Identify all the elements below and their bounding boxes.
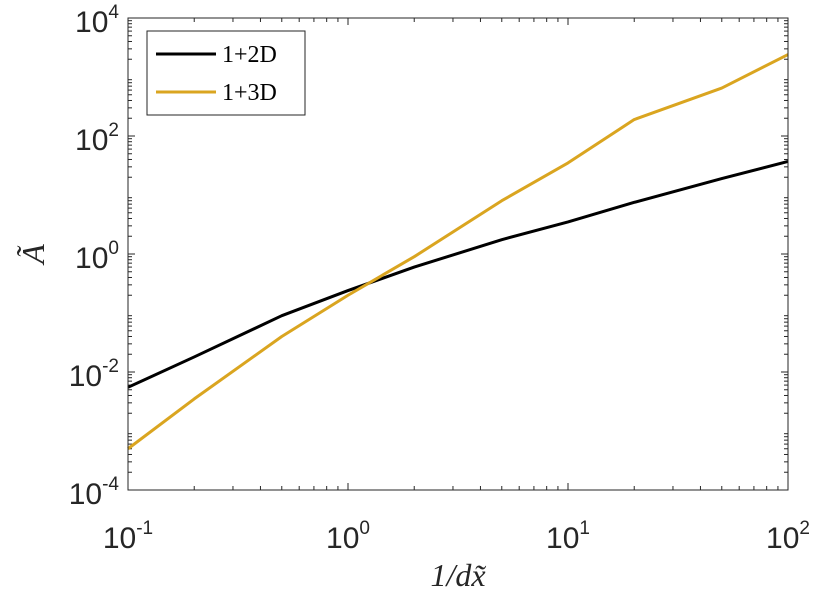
y-tick-label: 100 — [75, 238, 119, 275]
x-axis-label: 1/dx̃ — [430, 557, 486, 593]
x-tick-label: 10-1 — [103, 518, 153, 555]
y-tick-label: 102 — [75, 120, 119, 157]
y-tick-label: 10-4 — [69, 474, 120, 511]
minor-ticks — [128, 18, 788, 490]
legend-label-1: 1+2D — [222, 42, 277, 68]
legend: 1+2D 1+3D — [146, 30, 306, 116]
series-line-1 — [127, 160, 789, 389]
y-tick-label: 104 — [75, 2, 119, 39]
series-line-2 — [127, 53, 789, 450]
y-axis-label: Ã — [15, 244, 51, 266]
y-tick-labels: 10-4 10-2 100 102 104 — [69, 2, 120, 511]
series-layer — [127, 53, 789, 450]
x-tick-labels: 10-1 100 101 102 — [103, 518, 810, 555]
x-tick-label: 100 — [326, 518, 370, 555]
legend-box — [146, 30, 306, 116]
x-tick-label: 102 — [766, 518, 810, 555]
plot-frame — [127, 17, 789, 491]
x-tick-label: 101 — [546, 518, 590, 555]
y-tick-label: 10-2 — [69, 356, 119, 393]
legend-label-2: 1+3D — [222, 80, 277, 106]
